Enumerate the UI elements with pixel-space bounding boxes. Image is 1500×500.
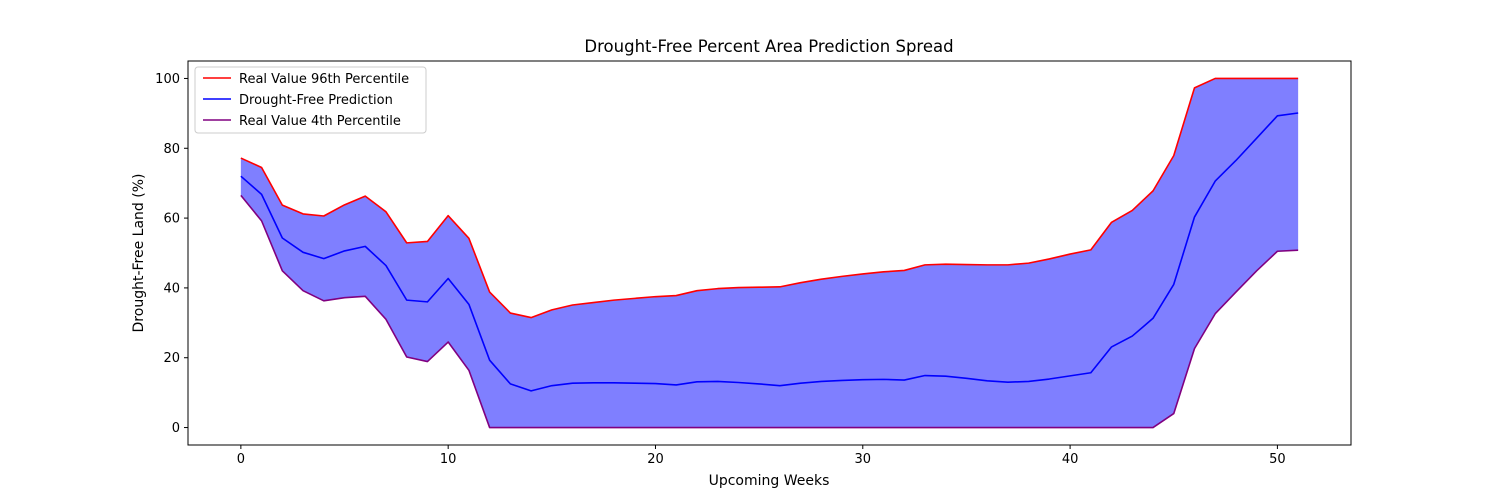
x-tick-label: 20 (647, 452, 664, 467)
x-axis: 0 10 20 30 40 50 (237, 445, 1286, 467)
y-tick-label: 60 (163, 212, 180, 227)
y-tick-label: 0 (172, 421, 180, 436)
y-axis-label: Drought-Free Land (%) (131, 174, 147, 333)
legend-label-lower: Real Value 4th Percentile (239, 114, 401, 129)
x-tick-label: 30 (855, 452, 872, 467)
legend-label-prediction: Drought-Free Prediction (239, 93, 393, 108)
x-tick-label: 40 (1062, 452, 1079, 467)
y-tick-label: 80 (163, 142, 180, 157)
series-line-upper-percentile (240, 77, 1299, 319)
axes-frame (187, 60, 1352, 446)
legend-label-upper: Real Value 96th Percentile (239, 72, 409, 87)
chart-title: Drought-Free Percent Area Prediction Spr… (584, 37, 953, 56)
plot-area (240, 77, 1299, 429)
x-axis-label: Upcoming Weeks (709, 473, 830, 489)
y-axis: 0 20 40 60 80 100 (155, 72, 188, 436)
x-tick-label: 0 (237, 452, 245, 467)
spread-band (240, 78, 1299, 428)
y-tick-label: 100 (155, 72, 180, 87)
series-line-lower-percentile (240, 194, 1299, 429)
y-tick-label: 20 (163, 351, 180, 366)
series-line-prediction (240, 112, 1299, 392)
x-tick-label: 50 (1269, 452, 1286, 467)
legend-box (194, 66, 427, 134)
y-tick-label: 40 (163, 281, 180, 296)
x-tick-label: 10 (440, 452, 457, 467)
legend: Real Value 96th Percentile Drought-Free … (194, 66, 427, 134)
